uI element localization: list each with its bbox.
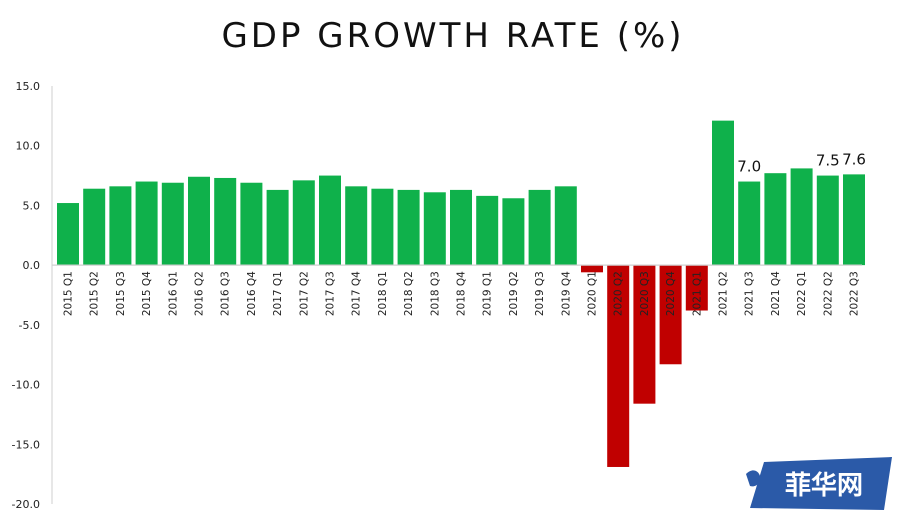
data-label: 7.6 (842, 150, 866, 168)
y-tick-label: 15.0 (16, 80, 41, 93)
bar-2021-q4 (764, 173, 787, 266)
bar-2019-q2 (502, 198, 525, 266)
x-tick-label: 2017 Q4 (351, 271, 363, 316)
x-tick-label: 2021 Q1 (691, 271, 703, 316)
x-tick-label: 2015 Q2 (89, 271, 101, 316)
bar-2016-q3 (214, 177, 237, 266)
x-tick-label: 2019 Q1 (482, 271, 494, 316)
x-tick-label: 2017 Q1 (272, 271, 284, 316)
x-tick-label: 2018 Q2 (403, 271, 415, 316)
bar-2019-q3 (528, 189, 551, 266)
y-tick-label: -20.0 (12, 498, 40, 511)
x-tick-label: 2019 Q3 (534, 271, 546, 316)
y-tick-label: 0.0 (23, 259, 41, 272)
x-tick-label: 2020 Q3 (639, 271, 651, 316)
x-tick-label: 2022 Q2 (822, 271, 834, 316)
y-ticks-group: 15.0 10.0 5.0 0.0 -5.0 -10.0 -15.0 -20.0 (12, 80, 40, 511)
x-tick-label: 2015 Q4 (141, 271, 153, 316)
data-labels-group: 7.0 7.5 7.6 (737, 150, 866, 175)
bar-2022-q3 (843, 174, 865, 266)
bar-2017-q2 (292, 180, 315, 266)
bar-2017-q1 (266, 189, 289, 266)
chart-title: GDP GROWTH RATE (%) (221, 16, 685, 56)
x-tick-label: 2020 Q4 (665, 271, 677, 316)
x-tick-label: 2016 Q4 (246, 271, 258, 316)
bar-2020-q4 (659, 265, 682, 365)
watermark-logo: 菲华网 (744, 454, 896, 512)
x-tick-label: 2022 Q3 (849, 271, 861, 316)
bar-2015-q2 (83, 188, 106, 266)
y-tick-label: 10.0 (16, 140, 41, 153)
bar-2021-q1 (685, 265, 708, 311)
bar-2020-q3 (633, 265, 656, 404)
bar-2018-q3 (423, 192, 446, 266)
bar-2019-q1 (476, 195, 499, 266)
bar-2016-q4 (240, 182, 263, 266)
bar-2015-q4 (135, 181, 158, 266)
x-tick-label: 2015 Q1 (63, 271, 75, 316)
bar-2021-q2 (712, 120, 734, 266)
x-tick-label: 2016 Q2 (194, 271, 206, 316)
y-tick-label: -5.0 (19, 319, 40, 332)
x-tick-label: 2015 Q3 (115, 271, 127, 316)
bar-2016-q2 (188, 176, 210, 266)
x-tick-label: 2017 Q2 (298, 271, 310, 316)
bars-group (57, 120, 865, 467)
bar-2019-q4 (554, 186, 577, 266)
x-tick-label: 2016 Q1 (167, 271, 179, 316)
x-tick-label: 2017 Q3 (325, 271, 337, 316)
bar-2018-q4 (450, 189, 472, 266)
x-tick-label: 2016 Q3 (220, 271, 232, 316)
x-tick-label: 2019 Q2 (508, 271, 520, 316)
data-label: 7.5 (816, 152, 840, 170)
x-tick-label: 2020 Q2 (613, 271, 625, 316)
bar-2018-q2 (397, 189, 420, 266)
x-ticks-group: 2015 Q1 2015 Q2 2015 Q3 2015 Q4 2016 Q1 2016 … (63, 271, 861, 316)
bar-2022-q2 (816, 175, 839, 266)
y-tick-label: 5.0 (23, 199, 41, 212)
watermark-text: 菲华网 (785, 470, 863, 501)
x-tick-label: 2019 Q4 (560, 271, 572, 316)
y-tick-label: -15.0 (12, 438, 40, 451)
bar-2017-q3 (319, 175, 341, 266)
bar-2015-q3 (109, 186, 132, 266)
bar-2020-q2 (607, 265, 630, 467)
x-tick-label: 2021 Q2 (718, 271, 730, 316)
bar-2022-q1 (790, 168, 813, 266)
watermark-badge-icon: 菲华网 (746, 457, 892, 510)
x-tick-label: 2022 Q1 (796, 271, 808, 316)
bar-2020-q1 (581, 265, 603, 273)
x-tick-label: 2018 Q3 (429, 271, 441, 316)
x-tick-label: 2020 Q1 (587, 271, 599, 316)
x-tick-label: 2021 Q4 (770, 271, 782, 316)
data-label: 7.0 (737, 158, 761, 176)
x-tick-label: 2018 Q4 (456, 271, 468, 316)
bar-2017-q4 (345, 186, 368, 266)
y-tick-label: -10.0 (12, 379, 40, 392)
x-tick-label: 2018 Q1 (377, 271, 389, 316)
bar-2021-q3 (738, 181, 761, 266)
x-tick-label: 2021 Q3 (744, 271, 756, 316)
bar-2018-q1 (371, 188, 394, 266)
bar-2016-q1 (161, 182, 184, 266)
bar-2015-q1 (57, 203, 79, 266)
